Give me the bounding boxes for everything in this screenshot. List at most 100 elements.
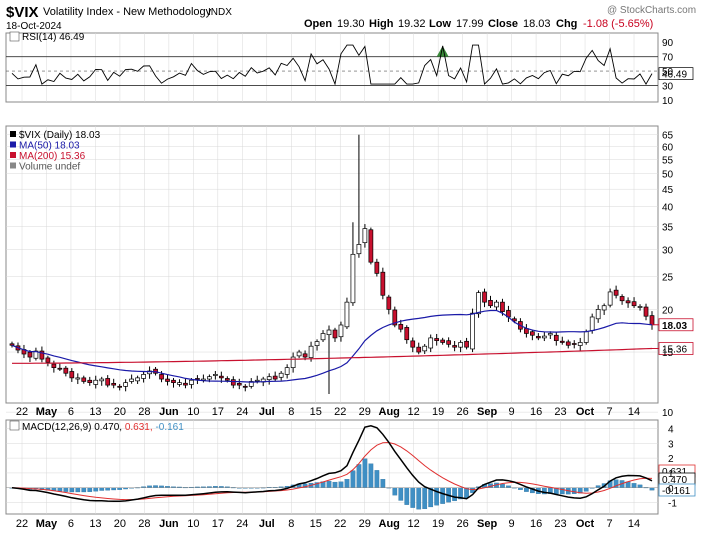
macd-histogram-bar	[649, 487, 655, 491]
candle	[33, 347, 39, 361]
macd-histogram-bar	[440, 487, 446, 504]
price-tick-label: 35	[662, 222, 674, 233]
rsi-line	[11, 44, 653, 86]
candle-body	[224, 378, 230, 381]
rsi-tick-label: 30	[662, 82, 674, 93]
candle-body	[308, 345, 314, 358]
macd-histogram-bar	[524, 487, 529, 492]
x-tick-label-bottom: 16	[530, 518, 542, 530]
x-tick-label: 20	[114, 406, 126, 418]
candle-body	[553, 334, 559, 341]
candle	[398, 319, 404, 333]
candle-body	[404, 327, 410, 341]
candle	[99, 376, 105, 386]
candle	[81, 375, 87, 384]
candle-body	[159, 374, 164, 380]
candle	[284, 364, 290, 379]
rsi-tick-label: 50	[662, 67, 674, 78]
macd-histogram-bar	[87, 487, 93, 492]
candle	[236, 378, 242, 390]
candle	[541, 331, 547, 342]
candle-body	[464, 340, 469, 348]
candle-body	[410, 340, 416, 348]
x-tick-label: 12	[408, 406, 420, 418]
legend-entry: Volume undef	[19, 162, 80, 173]
macd-tick-label: 0	[668, 484, 674, 495]
candle-body	[230, 379, 236, 386]
grid-layer	[6, 33, 658, 514]
legend-swatch	[10, 141, 16, 148]
macd-legend-part: -0.161	[155, 422, 184, 433]
macd-histogram-bar	[332, 481, 338, 488]
x-tick-label: 7	[606, 406, 612, 418]
candle	[595, 304, 601, 323]
macd-histogram-bar	[416, 487, 422, 510]
rsi-overbought-fill	[436, 45, 449, 57]
macd-histogram-bar	[99, 487, 105, 491]
candle	[338, 321, 344, 342]
candle-body	[559, 340, 565, 343]
x-tick-label-bottom: Aug	[379, 518, 400, 530]
x-tick-label-bottom: Oct	[576, 518, 595, 530]
price-tick-label: 25	[662, 272, 674, 283]
x-tick-label: Sep	[477, 406, 497, 418]
legend-swatch	[10, 152, 16, 158]
candle	[296, 349, 302, 359]
candle-body	[93, 379, 99, 385]
x-tick-label-bottom: 19	[432, 518, 444, 530]
candle-body	[565, 341, 571, 346]
candle-body	[482, 291, 487, 303]
candle	[464, 337, 469, 350]
candle-body	[320, 333, 326, 341]
macd-histogram-bar	[452, 487, 457, 502]
exchange: INDX	[208, 7, 232, 18]
candle-body	[344, 301, 350, 328]
candle-body	[434, 338, 440, 341]
x-tick-label: 24	[236, 406, 248, 418]
x-tick-label: 9	[509, 406, 515, 418]
candle-body	[595, 309, 601, 320]
x-tick-label-bottom: 7	[606, 518, 612, 530]
candle-body	[637, 306, 643, 308]
candle-body	[368, 229, 374, 263]
price-tick-label: 30	[662, 245, 674, 256]
candle	[39, 346, 45, 363]
x-tick-label: 14	[628, 406, 640, 418]
rsi-value-tag-box	[658, 67, 694, 80]
chart-date: 18-Oct-2024	[6, 21, 62, 32]
candle	[266, 373, 272, 385]
candle	[643, 303, 649, 321]
candle-body	[213, 374, 218, 376]
candle	[242, 384, 248, 392]
macd-histogram-bar	[404, 487, 410, 505]
x-tick-label-bottom: 14	[628, 518, 640, 530]
x-tick-label-bottom: Jul	[259, 518, 275, 530]
legend-entry: MA(200) 15.36	[19, 151, 86, 162]
macd-histogram-bar	[583, 487, 589, 492]
candle	[565, 339, 571, 349]
candle-body	[236, 382, 242, 386]
candle	[452, 340, 457, 352]
candle-body	[266, 376, 272, 380]
candle-body	[326, 329, 332, 336]
candle-body	[649, 315, 655, 326]
candle-body	[571, 343, 577, 345]
candle-body	[87, 379, 93, 384]
candle-body	[195, 378, 200, 380]
candle	[553, 331, 559, 346]
macd-histogram-bar	[153, 485, 158, 488]
candle-body	[242, 385, 248, 388]
x-tick-label-bottom: Sep	[477, 518, 497, 530]
candle	[326, 325, 332, 395]
candle-body	[296, 351, 302, 357]
macd-histogram-bar	[81, 487, 87, 493]
candle-body	[302, 353, 308, 358]
macd-value-tag: -0.161	[662, 486, 691, 497]
candle-body	[218, 375, 224, 379]
candle	[93, 375, 99, 389]
x-tick-label: 8	[288, 406, 294, 418]
price-tick-label: 55	[662, 155, 674, 166]
security-name: Volatility Index - New Methodology	[43, 6, 212, 18]
